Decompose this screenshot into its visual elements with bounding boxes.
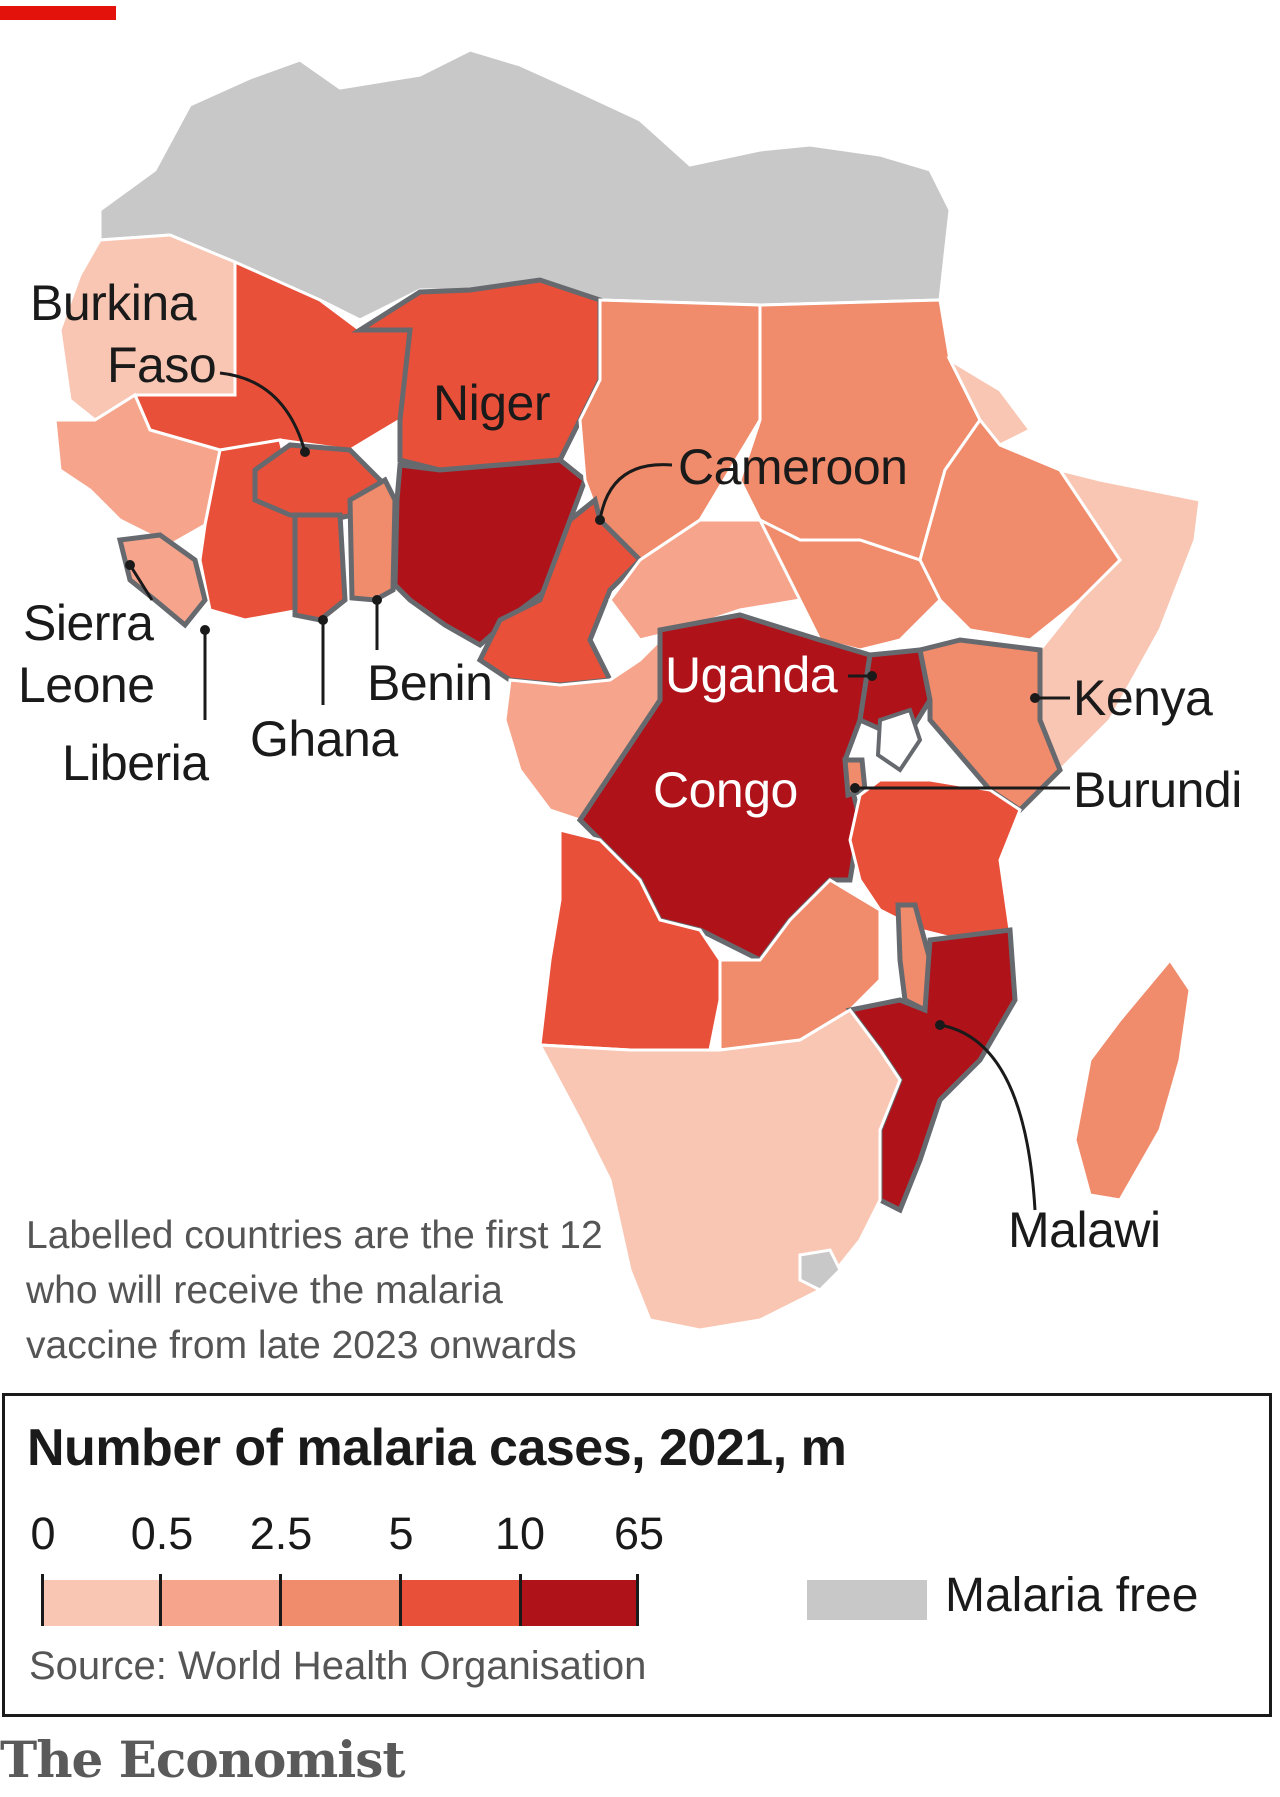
region-niger <box>351 277 603 473</box>
region-sierra-leone-liberia <box>116 532 208 629</box>
legend-tick-label: 5 <box>388 1508 414 1559</box>
legend-tick-label: 0 <box>30 1508 56 1559</box>
legend-tick <box>159 1574 162 1626</box>
legend-tick-label: 0.5 <box>130 1508 194 1559</box>
africa-map <box>53 48 1202 1332</box>
accent-bar <box>0 6 116 20</box>
label-ghana: Ghana <box>250 711 398 767</box>
label-burkina-faso-line2: Faso <box>107 337 217 393</box>
leader-dot-ghana <box>318 615 328 625</box>
leader-malawi <box>939 1023 1037 1211</box>
region-lesotho <box>798 1248 842 1292</box>
leader-dot-burundi <box>850 783 860 793</box>
legend-swatch-0-0.5 <box>41 1580 160 1626</box>
label-malawi: Malawi <box>1008 1202 1161 1258</box>
legend-swatch-5-10 <box>400 1580 520 1626</box>
legend-tick <box>399 1574 402 1626</box>
legend-tick <box>279 1574 282 1626</box>
leader-dot-cameroon <box>595 515 605 525</box>
leader-dot-kenya <box>1030 693 1040 703</box>
legend-swatch-0.5-2.5 <box>160 1580 280 1626</box>
region-kenya <box>917 637 1063 814</box>
label-niger: Niger <box>433 375 550 431</box>
label-burundi: Burundi <box>1073 762 1242 818</box>
legend-tick <box>636 1574 639 1626</box>
leader-cameroon <box>598 463 673 521</box>
region-eritrea <box>946 356 1033 447</box>
region-south-sudan <box>756 516 942 652</box>
label-liberia: Liberia <box>62 735 209 791</box>
region-ethiopia <box>918 417 1122 642</box>
legend-tick-label: 10 <box>494 1508 546 1559</box>
source-note: Source: World Health Organisation <box>29 1644 647 1688</box>
region-zambia <box>718 878 882 1052</box>
legend: Number of malaria cases, 2021, m 0 0.5 2… <box>2 1393 1272 1717</box>
region-southern-africa <box>537 1008 902 1332</box>
legend-title: Number of malaria cases, 2021, m <box>27 1419 847 1477</box>
leader-dot-uganda <box>867 671 877 681</box>
label-burkina-faso-line1: Burkina <box>30 275 197 331</box>
region-car <box>608 518 803 642</box>
legend-swatch-2.5-5 <box>280 1580 400 1626</box>
leader-burkina-faso <box>219 371 307 453</box>
legend-tick-label: 2.5 <box>249 1508 313 1559</box>
label-congo: Congo <box>653 762 798 818</box>
label-sierra-leone-line2: Leone <box>18 657 155 713</box>
leader-dot-malawi <box>935 1020 945 1030</box>
leader-dot-sierra-leone <box>125 560 135 570</box>
region-somalia <box>1038 467 1202 773</box>
legend-tick-label: 65 <box>613 1508 665 1559</box>
leader-dot-liberia <box>200 625 210 635</box>
label-benin: Benin <box>367 655 493 711</box>
leader-dot-benin <box>372 595 382 605</box>
region-ghana <box>292 512 348 623</box>
legend-colour-scale <box>41 1574 639 1626</box>
map-note: Labelled countries are the first 12 who … <box>26 1214 603 1367</box>
label-cameroon: Cameroon <box>678 439 908 495</box>
lake-victoria <box>875 707 923 773</box>
region-benin <box>347 476 398 603</box>
legend-swatch-10-65 <box>520 1580 639 1626</box>
brand-wordmark: The Economist <box>0 1730 406 1789</box>
legend-tick <box>41 1574 44 1626</box>
leader-dot-burkina-faso <box>300 447 310 457</box>
legend-swatch-malaria-free <box>807 1580 927 1620</box>
leader-sierra-leone <box>128 564 154 601</box>
leader-lines <box>125 371 1070 1211</box>
label-sierra-leone-line1: Sierra <box>23 595 154 651</box>
label-uganda: Uganda <box>665 647 838 703</box>
region-north-africa <box>98 48 952 322</box>
legend-tick <box>519 1574 522 1626</box>
legend-malaria-free-label: Malaria free <box>945 1569 1199 1622</box>
region-madagascar <box>1073 957 1192 1202</box>
label-kenya: Kenya <box>1073 670 1213 726</box>
